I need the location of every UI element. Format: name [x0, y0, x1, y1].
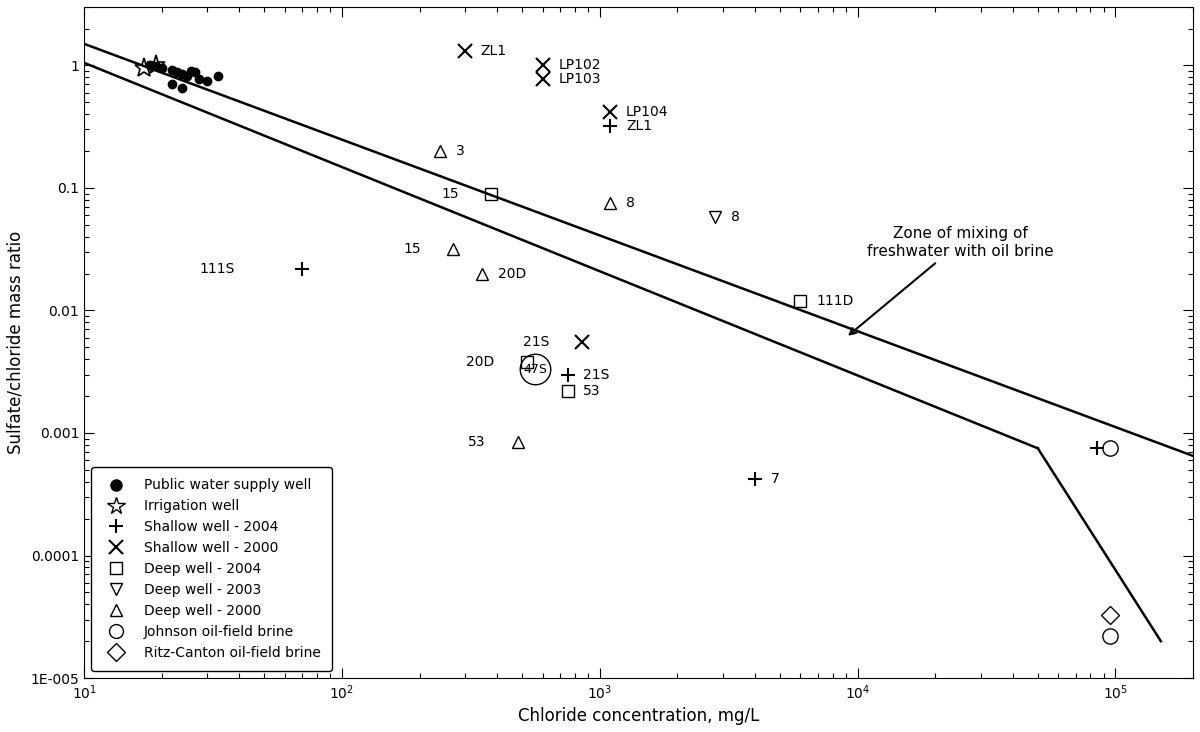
Y-axis label: Sulfate/chloride mass ratio: Sulfate/chloride mass ratio	[7, 231, 25, 454]
Text: 47S: 47S	[523, 363, 547, 376]
Text: 20D: 20D	[466, 355, 494, 369]
Text: 21S: 21S	[523, 335, 550, 349]
Text: 20D: 20D	[498, 266, 526, 280]
Text: 15: 15	[442, 187, 460, 201]
Text: 8: 8	[626, 196, 635, 210]
Text: 53: 53	[468, 435, 485, 449]
Text: ZL1: ZL1	[626, 119, 653, 133]
Text: LP104: LP104	[626, 105, 668, 119]
Text: 111D: 111D	[816, 294, 853, 307]
X-axis label: Chloride concentration, mg/L: Chloride concentration, mg/L	[518, 707, 760, 725]
Text: 21S: 21S	[583, 367, 610, 381]
Text: 53: 53	[583, 384, 601, 398]
Text: ZL1: ZL1	[481, 45, 506, 59]
Text: 111S: 111S	[199, 261, 235, 275]
Text: Zone of mixing of
freshwater with oil brine: Zone of mixing of freshwater with oil br…	[850, 226, 1054, 335]
Text: LP103: LP103	[558, 72, 601, 86]
Text: 7: 7	[770, 472, 780, 486]
Text: LP102: LP102	[558, 59, 601, 72]
Text: 8: 8	[731, 210, 739, 224]
Legend: Public water supply well, Irrigation well, Shallow well - 2004, Shallow well - 2: Public water supply well, Irrigation wel…	[91, 467, 332, 671]
Text: 3: 3	[456, 144, 464, 158]
Text: 15: 15	[403, 242, 421, 255]
